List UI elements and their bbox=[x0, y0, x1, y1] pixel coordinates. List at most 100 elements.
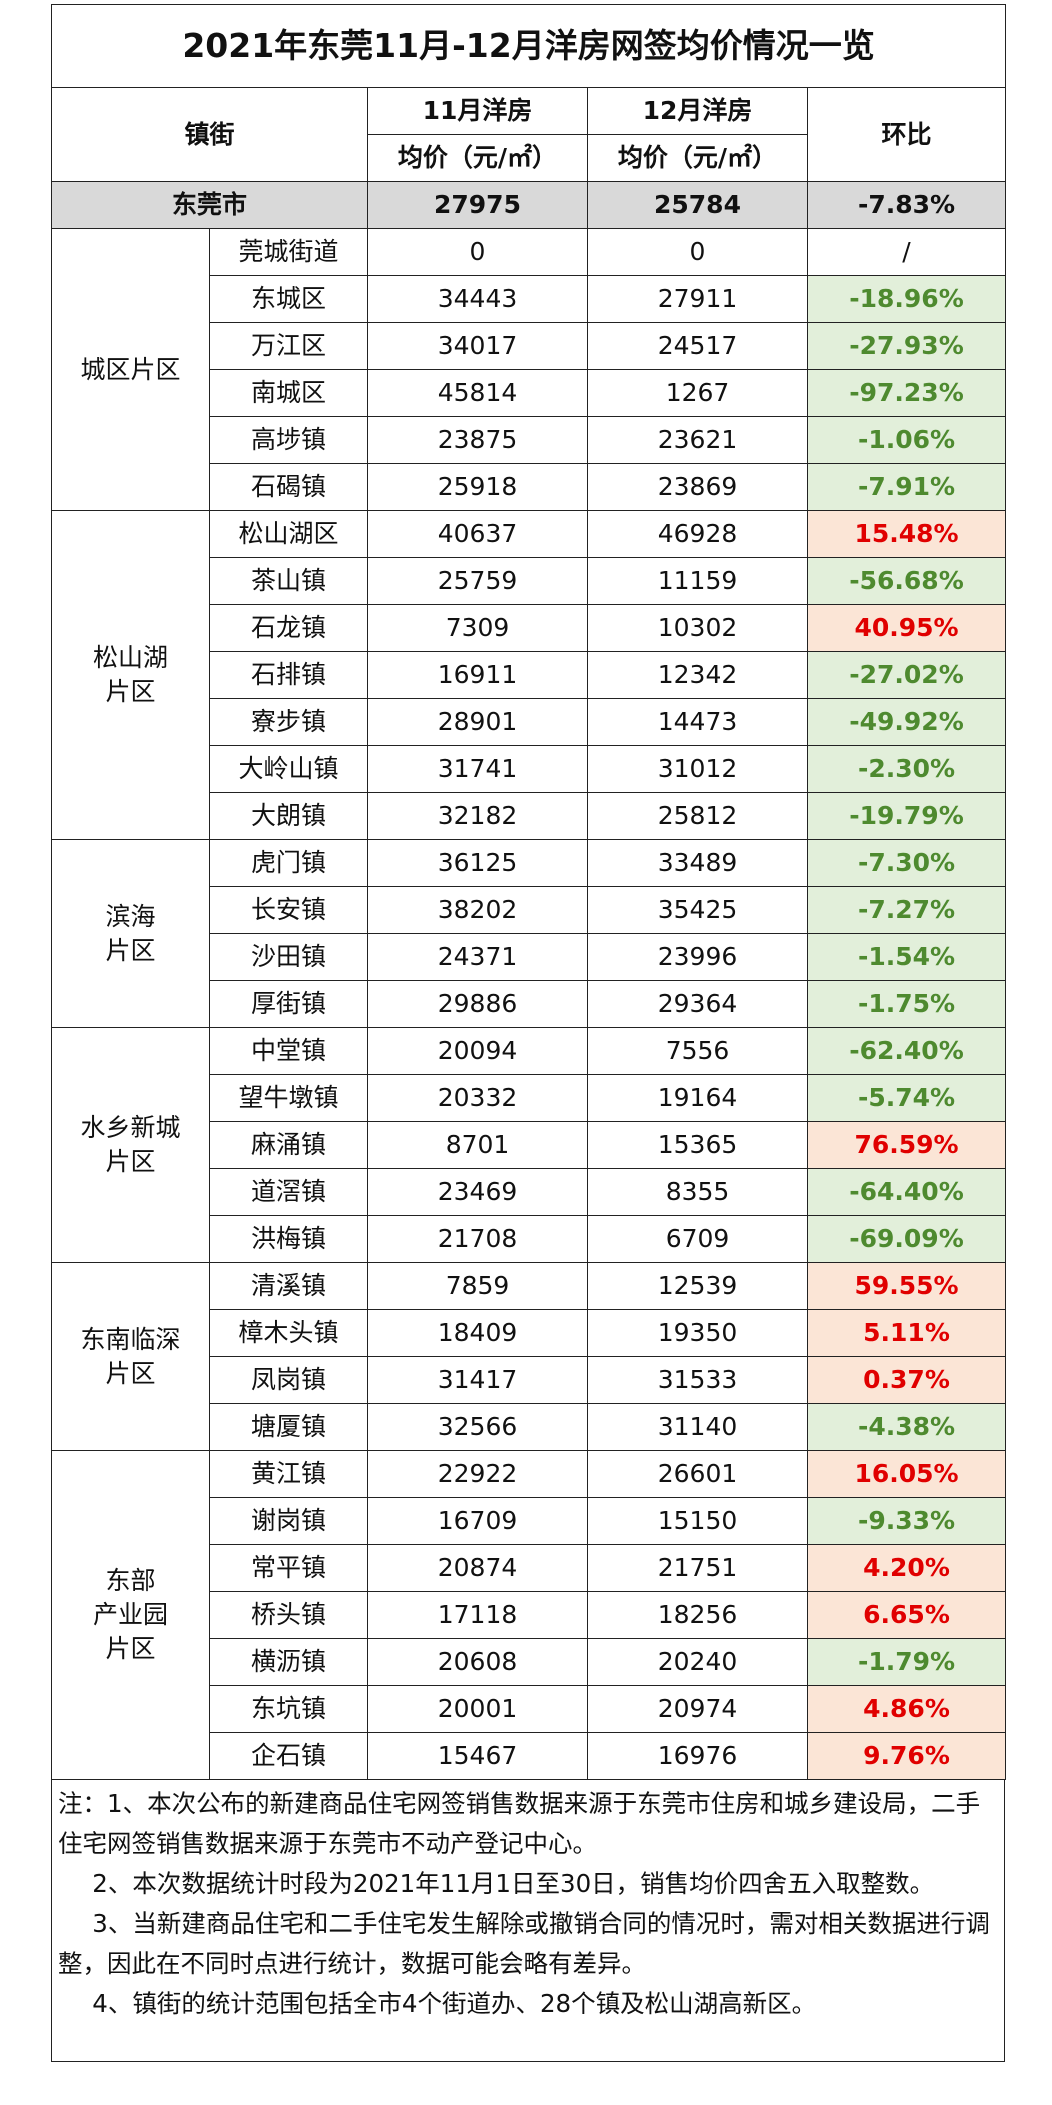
nov-price: 32566 bbox=[367, 1403, 588, 1451]
dec-price: 15150 bbox=[587, 1497, 808, 1545]
nov-price: 40637 bbox=[367, 510, 588, 558]
town-name: 桥头镇 bbox=[209, 1591, 368, 1639]
mom-change: 5.11% bbox=[806, 1309, 1007, 1357]
dec-price: 11159 bbox=[587, 557, 808, 605]
mom-change: -49.92% bbox=[806, 698, 1007, 746]
dec-price: 20974 bbox=[587, 1685, 808, 1733]
data-row: 东坑镇 20001 20974 4.86% bbox=[52, 1685, 1007, 1733]
mom-change: 15.48% bbox=[806, 510, 1007, 558]
data-row: 道滘镇 23469 8355 -64.40% bbox=[52, 1168, 1007, 1216]
group-name: 城区片区 bbox=[51, 228, 210, 511]
dec-price: 21751 bbox=[587, 1544, 808, 1592]
town-name: 洪梅镇 bbox=[209, 1215, 368, 1263]
mom-change: -19.79% bbox=[806, 792, 1007, 840]
town-name: 虎门镇 bbox=[209, 839, 368, 887]
nov-price: 21708 bbox=[367, 1215, 588, 1263]
nov-price: 25918 bbox=[367, 463, 588, 511]
nov-price: 20874 bbox=[367, 1544, 588, 1592]
nov-price: 7859 bbox=[367, 1262, 588, 1310]
mom-change: -27.93% bbox=[806, 322, 1007, 370]
data-row: 谢岗镇 16709 15150 -9.33% bbox=[52, 1497, 1007, 1545]
table-title: 2021年东莞11月-12月洋房网签均价情况一览 bbox=[50, 4, 1007, 88]
data-row: 大岭山镇 31741 31012 -2.30% bbox=[52, 745, 1007, 793]
dec-price: 16976 bbox=[587, 1732, 808, 1780]
data-row: 石碣镇 25918 23869 -7.91% bbox=[52, 463, 1007, 511]
nov-price: 28901 bbox=[367, 698, 588, 746]
dec-price: 31012 bbox=[587, 745, 808, 793]
data-row: 东部 产业园 片区 黄江镇 22922 26601 16.05% bbox=[51, 1450, 1007, 1780]
nov-price: 7309 bbox=[367, 604, 588, 652]
town-name: 中堂镇 bbox=[209, 1027, 368, 1075]
mom-change: 16.05% bbox=[806, 1450, 1007, 1498]
nov-price: 45814 bbox=[367, 369, 588, 417]
mom-change: -7.27% bbox=[806, 886, 1007, 934]
nov-price: 23469 bbox=[367, 1168, 588, 1216]
dec-price: 35425 bbox=[587, 886, 808, 934]
group-name: 水乡新城 片区 bbox=[51, 1027, 210, 1263]
dec-price: 26601 bbox=[587, 1450, 808, 1498]
group-name: 松山湖 片区 bbox=[51, 510, 210, 840]
dec-price: 8355 bbox=[587, 1168, 808, 1216]
mom-change: 76.59% bbox=[806, 1121, 1007, 1169]
nov-price: 17118 bbox=[367, 1591, 588, 1639]
data-row: 石排镇 16911 12342 -27.02% bbox=[52, 651, 1007, 699]
dec-price: 20240 bbox=[587, 1638, 808, 1686]
dec-price: 14473 bbox=[587, 698, 808, 746]
town-name: 大岭山镇 bbox=[209, 745, 368, 793]
mom-change: -27.02% bbox=[806, 651, 1007, 699]
mom-change: 0.37% bbox=[806, 1356, 1007, 1404]
nov-price: 0 bbox=[367, 228, 588, 276]
data-row: 厚街镇 29886 29364 -1.75% bbox=[52, 980, 1007, 1028]
nov-price: 20094 bbox=[367, 1027, 588, 1075]
nov-price: 34017 bbox=[367, 322, 588, 370]
data-row: 凤岗镇 31417 31533 0.37% bbox=[52, 1356, 1007, 1404]
header-cell: 均价（元/㎡） bbox=[367, 134, 588, 182]
nov-price: 16911 bbox=[367, 651, 588, 699]
town-name: 万江区 bbox=[209, 322, 368, 370]
dec-price: 10302 bbox=[587, 604, 808, 652]
data-row: 桥头镇 17118 18256 6.65% bbox=[52, 1591, 1007, 1639]
town-name: 茶山镇 bbox=[209, 557, 368, 605]
town-name: 横沥镇 bbox=[209, 1638, 368, 1686]
mom-change: -1.75% bbox=[806, 980, 1007, 1028]
nov-price: 20608 bbox=[367, 1638, 588, 1686]
mom-change: 4.86% bbox=[806, 1685, 1007, 1733]
mom-change: -56.68% bbox=[806, 557, 1007, 605]
data-row: 水乡新城 片区 中堂镇 20094 7556 -62.40% bbox=[51, 1027, 1007, 1263]
data-row: 东南临深 片区 清溪镇 7859 12539 59.55% bbox=[51, 1262, 1007, 1451]
mom-change: 4.20% bbox=[806, 1544, 1007, 1592]
dec-price: 23996 bbox=[587, 933, 808, 981]
nov-price: 29886 bbox=[367, 980, 588, 1028]
nov-price: 34443 bbox=[367, 275, 588, 323]
mom-change: -7.91% bbox=[806, 463, 1007, 511]
nov-price: 31417 bbox=[367, 1356, 588, 1404]
dec-price: 0 bbox=[587, 228, 808, 276]
town-name: 望牛墩镇 bbox=[209, 1074, 368, 1122]
town-name: 麻涌镇 bbox=[209, 1121, 368, 1169]
data-row: 南城区 45814 1267 -97.23% bbox=[52, 369, 1007, 417]
group-name: 滨海 片区 bbox=[51, 839, 210, 1028]
mom-change: 9.76% bbox=[806, 1732, 1007, 1780]
data-row: 望牛墩镇 20332 19164 -5.74% bbox=[52, 1074, 1007, 1122]
data-row: 樟木头镇 18409 19350 5.11% bbox=[52, 1309, 1007, 1357]
town-name: 凤岗镇 bbox=[209, 1356, 368, 1404]
dec-price: 33489 bbox=[587, 839, 808, 887]
notes: 注：1、本次公布的新建商品住宅网签销售数据来源于东莞市住房和城乡建设局，二手住宅… bbox=[51, 1780, 1005, 2062]
town-name: 常平镇 bbox=[209, 1544, 368, 1592]
nov-price: 38202 bbox=[367, 886, 588, 934]
data-row: 高埗镇 23875 23621 -1.06% bbox=[52, 416, 1007, 464]
town-name: 松山湖区 bbox=[209, 510, 368, 558]
dec-price: 24517 bbox=[587, 322, 808, 370]
town-name: 东坑镇 bbox=[209, 1685, 368, 1733]
data-row: 城区片区 莞城街道 0 0/ bbox=[51, 228, 1007, 511]
town-name: 石龙镇 bbox=[209, 604, 368, 652]
data-row: 长安镇 38202 35425 -7.27% bbox=[52, 886, 1007, 934]
nov-price: 23875 bbox=[367, 416, 588, 464]
dec-price: 15365 bbox=[587, 1121, 808, 1169]
nov-price: 31741 bbox=[367, 745, 588, 793]
mom-change: -1.54% bbox=[806, 933, 1007, 981]
dec-price: 1267 bbox=[587, 369, 808, 417]
data-row: 寮步镇 28901 14473 -49.92% bbox=[52, 698, 1007, 746]
header-cell: 镇街 bbox=[51, 87, 368, 182]
dec-price: 19350 bbox=[587, 1309, 808, 1357]
